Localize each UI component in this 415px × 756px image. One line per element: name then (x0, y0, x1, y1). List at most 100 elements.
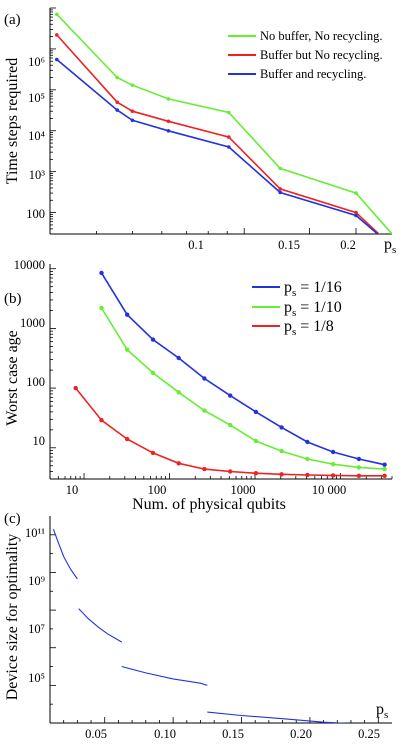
legend-entry-a-2: Buffer and recycling. (260, 67, 366, 81)
panel-b-series-line-2 (75, 387, 385, 477)
panel-b-point (279, 425, 284, 430)
panel-b-point (73, 385, 78, 391)
panel-b-x-tick-label: 100 (148, 483, 167, 497)
panel-a-point (115, 100, 119, 104)
panel-b-point (202, 376, 207, 381)
legend-entry-b-1: ps = 1/10 (284, 299, 342, 319)
panel-b-series-line-0 (100, 272, 385, 466)
panel-b-point (150, 370, 156, 376)
panel-b-point (202, 408, 207, 413)
panel-b-series (73, 270, 387, 478)
panel-a-y-label: Time steps required (4, 58, 21, 185)
panel-b-point (228, 469, 233, 474)
panel-a-point (55, 57, 59, 62)
panel-b-x-tick-label: 10 000 (312, 483, 346, 497)
panel-b-point (99, 270, 104, 276)
panel-a-point (354, 213, 358, 218)
panel-b-ticks (49, 268, 393, 480)
panel-b-point (253, 438, 259, 444)
panel-b-point (228, 422, 233, 428)
panel-b-y-tick-labels: 10 100 1000 10000 (14, 258, 45, 448)
panel-b-point (330, 449, 336, 455)
panel-b-x-label: Num. of physical qubits (132, 496, 286, 513)
panel-b-point (176, 355, 181, 361)
panel-c-x-tick-label: 0.05 (85, 727, 107, 741)
panel-b-y-tick-label: 10000 (14, 258, 45, 272)
panel-c-y-tick-label: 10¹¹ (25, 526, 45, 540)
panel-a-series-line-2 (56, 58, 379, 234)
panel-a-x-tick-label: 0.1 (188, 238, 204, 252)
panel-c-x-tick-label: 0.20 (290, 727, 312, 741)
panel-a-series-line-0 (56, 13, 392, 234)
panel-b-point (202, 466, 207, 472)
legend-entry-b-2: ps = 1/8 (284, 318, 334, 338)
panel-c-y-tick-label: 10⁵ (28, 671, 45, 685)
panel-c-label: (c) (4, 511, 21, 527)
panel-a-series (55, 12, 392, 234)
panel-c-y-label: Device size for optimality (4, 534, 21, 701)
panel-b-point (356, 456, 362, 462)
panel-a-point (55, 12, 59, 17)
panel-a-legend: No buffer, No recycling. Buffer but No r… (228, 29, 383, 81)
panel-b-y-tick-label: 100 (26, 375, 45, 389)
panel-b-label: (b) (4, 291, 22, 307)
panel-b-point (382, 466, 387, 472)
panel-b-series-line-1 (100, 307, 385, 470)
panel-a-label: (a) (4, 12, 21, 28)
panel-b-point (150, 337, 156, 342)
panel-b-point (356, 465, 362, 470)
panel-b-point (279, 448, 284, 454)
panel-a-x-tick-labels: 0.1 0.15 0.2 (188, 238, 356, 252)
panel-a-point (354, 210, 358, 215)
panel-a-point (227, 110, 231, 115)
legend-entry-b-0: ps = 1/16 (284, 279, 342, 299)
panel-a-point (278, 190, 283, 195)
panel-c-series (52, 529, 350, 723)
panel-c-x-tick-labels: 0.05 0.10 0.15 0.20 0.25 (85, 727, 380, 741)
panel-b-y-tick-label: 10 (33, 434, 46, 448)
legend-entry-a-1: Buffer but No recycling. (260, 48, 383, 62)
panel-b: (b) 10 100 1000 10000 10 100 1000 10 000… (4, 258, 393, 513)
panel-b-point (305, 439, 310, 445)
panel-c-x-tick-label: 0.10 (154, 727, 176, 741)
panel-c-segment-2 (121, 665, 208, 686)
panel-b-point (253, 471, 259, 476)
panel-a-x-tick-label: 0.2 (340, 238, 356, 252)
panel-b-point (279, 472, 284, 477)
panel-c-segment-1 (78, 608, 123, 643)
panel-b-point (150, 450, 156, 456)
panel-c-x-tick-label: 0.15 (222, 727, 244, 741)
panel-b-point (382, 473, 387, 478)
panel-a-point (278, 166, 283, 171)
panel-c-segment-0 (52, 529, 78, 580)
panel-a-point (55, 33, 59, 37)
panel-b-x-tick-labels: 10 100 1000 10 000 (66, 483, 346, 497)
panel-c-segment-3 (207, 711, 350, 723)
panel-a-point (115, 75, 119, 80)
panel-a-point (278, 187, 283, 191)
panel-b-point (125, 312, 130, 317)
panel-b-point (330, 462, 336, 467)
panel-a-x-tick-label: 0.15 (278, 238, 300, 252)
panel-b-x-tick-label: 10 (66, 483, 79, 497)
panel-b-point (125, 436, 130, 442)
panel-b-point (228, 393, 233, 398)
panel-b-y-label: Worst case age (4, 330, 21, 426)
panel-b-point (125, 347, 130, 352)
panel-a: (a) 100 10³ 10⁴ 10⁵ 10⁶ 0.1 0.15 0.2 ps … (4, 7, 396, 256)
panel-c-y-tick-labels: 10⁵ 10⁷ 10⁹ 10¹¹ (25, 526, 45, 685)
panel-a-point (130, 109, 135, 113)
panel-a-point (166, 119, 171, 124)
panel-b-point (99, 418, 104, 423)
panel-c-x-label: ps (376, 701, 388, 721)
panel-c-x-tick-label: 0.25 (358, 727, 380, 741)
legend-entry-a-0: No buffer, No recycling. (260, 29, 383, 43)
panel-b-point (382, 462, 387, 467)
panel-a-point (166, 97, 171, 101)
panel-a-point (130, 83, 135, 87)
panel-b-point (99, 305, 104, 311)
panel-b-point (356, 473, 362, 478)
panel-b-x-tick-label: 1000 (231, 483, 256, 497)
panel-a-point (166, 129, 171, 133)
panel-a-point (130, 118, 135, 123)
